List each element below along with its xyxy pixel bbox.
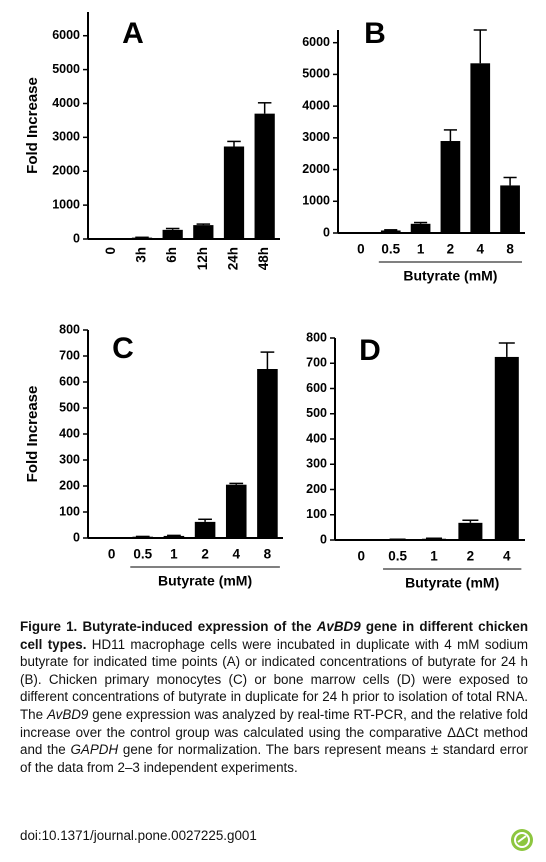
caption-run: gene for normalization. The bars represe… [20,742,528,775]
caption-run: GAPDH [70,742,119,758]
bar [500,185,520,233]
x-tick-label: 0 [108,547,116,562]
bar [380,230,401,233]
bar [458,522,483,540]
y-axis-label: Fold Increase [24,77,41,174]
bar [223,146,245,239]
bar [257,369,278,538]
bar [470,63,491,233]
y-tick-label: 3000 [302,130,330,144]
x-tick-label: 4 [503,549,511,564]
x-tick-label: 0 [357,242,365,257]
caption-run: HD11 macrophage cells were incubated in … [20,636,528,722]
x-tick-label: 0.5 [388,549,407,564]
x-tick-label: 12h [195,247,210,270]
x-axis-label: Butyrate (mM) [158,573,252,589]
x-axis-label: Butyrate (mM) [403,268,497,284]
x-tick-label: 4 [476,242,484,257]
caption-run: gene in different chicken cell types. [20,619,529,652]
y-tick-label: 700 [59,348,80,362]
y-tick-label: 0 [73,231,80,245]
y-tick-label: 100 [59,504,80,518]
x-tick-label: 1 [170,547,178,562]
caption: Figure 1. Butyrate-induced expression of… [20,618,528,776]
y-tick-label: 0 [320,532,327,546]
y-tick-label: 600 [306,381,327,395]
bar [410,223,431,233]
x-axis-label: Butyrate (mM) [405,575,499,591]
y-tick-label: 0 [323,225,330,239]
y-axis-label: Fold Increase [24,386,41,483]
y-tick-label: 500 [59,400,80,414]
y-tick-label: 800 [306,330,327,344]
panel-label: B [364,17,386,50]
bar [494,356,519,540]
x-tick-label: 0.5 [381,242,400,257]
x-tick-label: 0 [103,247,118,255]
x-tick-label: 0.5 [133,547,152,562]
bar [132,536,154,538]
x-tick-label: 2 [447,242,455,257]
bar [101,537,122,538]
y-tick-label: 1000 [52,197,80,211]
x-tick-label: 0 [357,549,365,564]
y-tick-label: 2000 [52,164,80,178]
caption-run: Figure 1. Butyrate-induced expression of… [20,619,317,634]
x-tick-label: 2 [467,549,475,564]
caption-run: AvBD9 [316,619,361,634]
caption-run: gene expression was analyzed by real-tim… [20,706,528,758]
panel-label: C [112,332,134,365]
bar [193,225,214,239]
y-tick-label: 200 [59,478,80,492]
y-tick-label: 0 [73,530,80,544]
y-tick-label: 800 [59,322,80,336]
y-tick-label: 6000 [302,35,330,49]
y-tick-label: 300 [306,457,327,471]
y-tick-label: 2000 [302,162,330,176]
y-tick-label: 400 [59,426,80,440]
bar [131,237,153,239]
y-tick-label: 1000 [302,194,330,208]
panel-label: A [122,17,144,50]
y-tick-label: 400 [306,431,327,445]
logo [511,829,533,851]
y-tick-label: 500 [306,406,327,420]
doi: doi:10.1371/journal.pone.0027225.g001 [20,828,257,843]
x-tick-label: 3h [134,247,149,263]
y-tick-label: 5000 [302,67,330,81]
y-tick-label: 700 [306,356,327,370]
caption-run: AvBD9 [46,706,89,722]
y-tick-label: 3000 [52,130,80,144]
y-tick-label: 200 [306,482,327,496]
x-tick-label: 6h [164,247,179,263]
bar [225,484,247,538]
x-tick-label: 8 [264,547,272,562]
y-tick-label: 600 [59,374,80,388]
bar [162,229,183,239]
bar [194,521,216,538]
y-tick-label: 5000 [52,62,80,76]
panel-label: D [359,334,381,367]
y-tick-label: 6000 [52,28,80,42]
bar [421,538,447,540]
bar [254,113,275,239]
y-tick-label: 100 [306,507,327,521]
x-tick-label: 24h [226,247,241,270]
bar [440,141,461,233]
x-tick-label: 48h [256,247,271,270]
y-tick-label: 4000 [52,96,80,110]
x-tick-label: 1 [417,242,425,257]
y-tick-label: 300 [59,452,80,466]
y-tick-label: 4000 [302,98,330,112]
x-tick-label: 4 [232,547,240,562]
x-tick-label: 8 [506,242,514,257]
bar [163,535,185,538]
x-tick-label: 1 [430,549,438,564]
x-tick-label: 2 [201,547,209,562]
